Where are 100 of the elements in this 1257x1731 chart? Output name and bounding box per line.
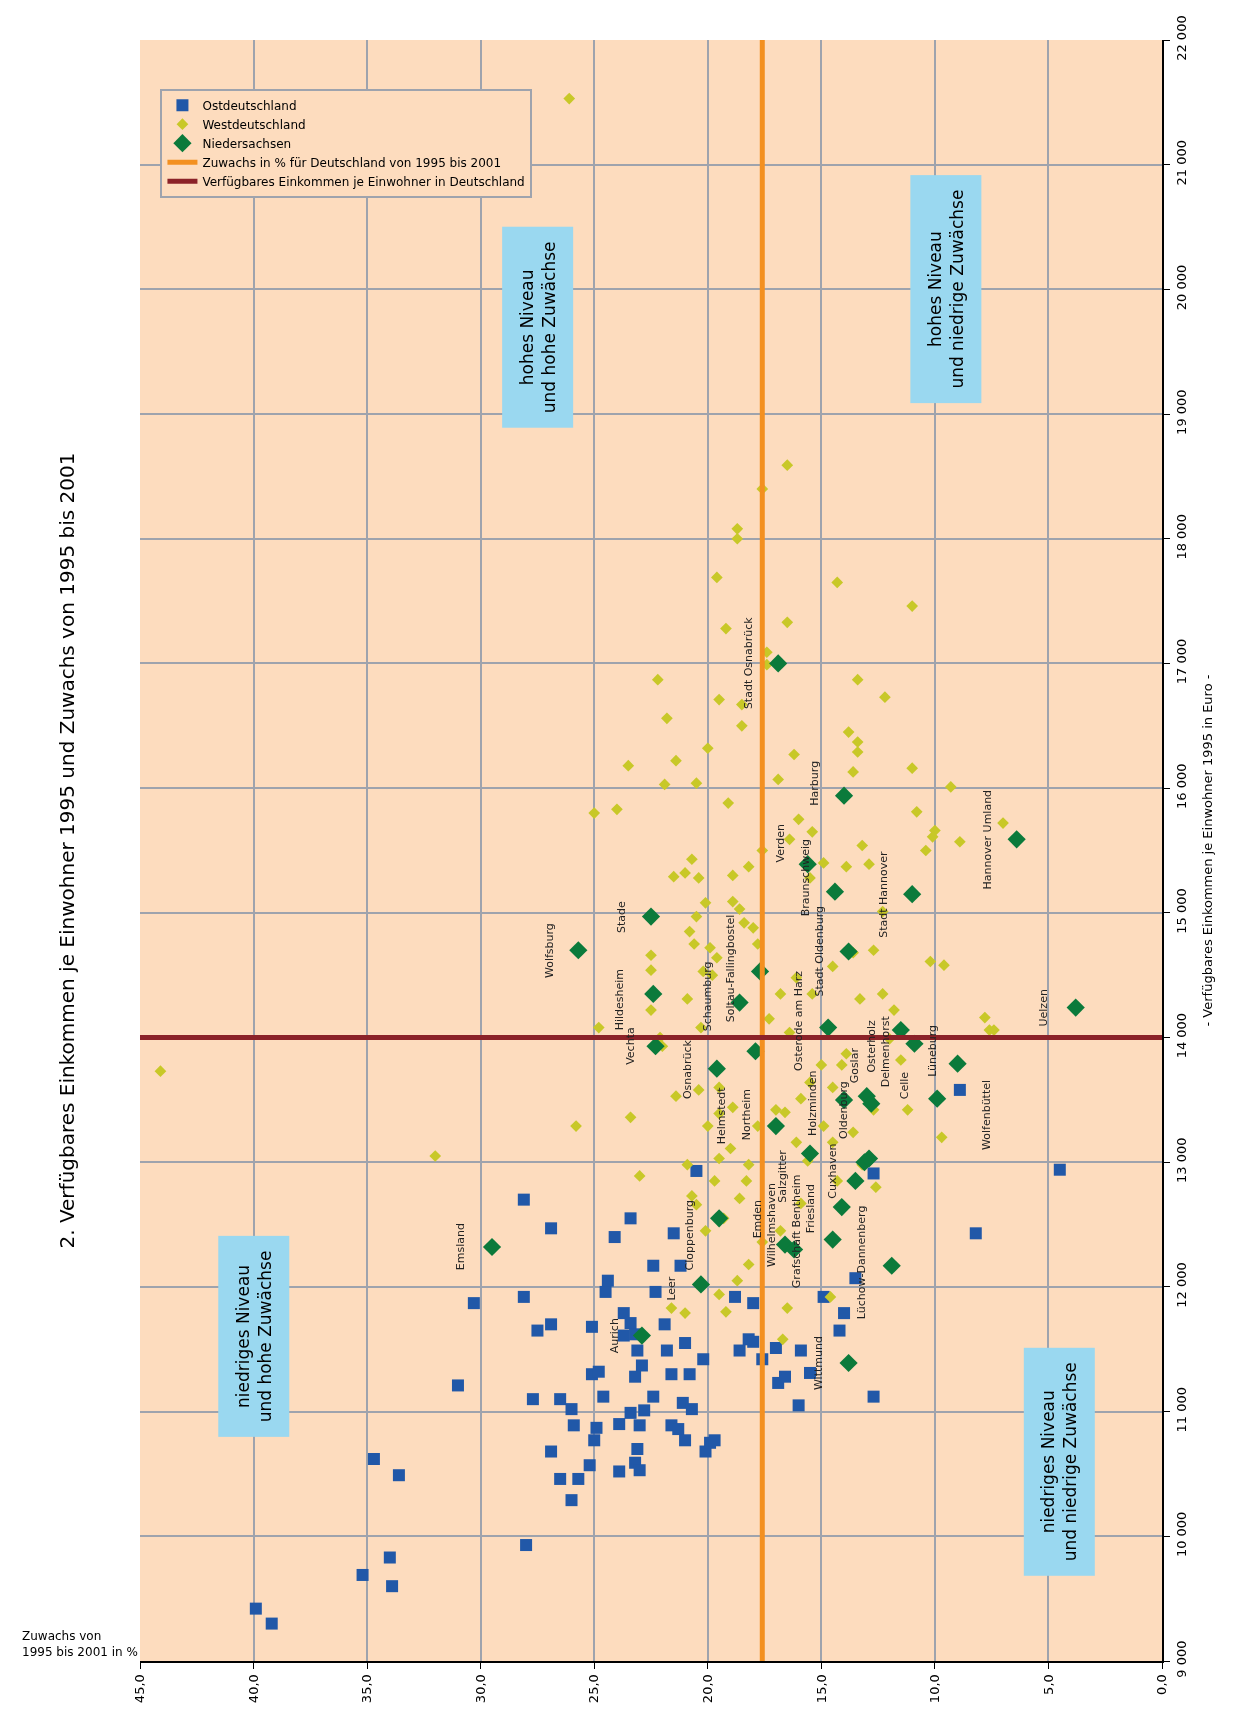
annotation: Wolfenbüttel — [980, 1079, 994, 1150]
annotation: Emden — [751, 1199, 765, 1239]
y-tick-label: 18 000 — [1173, 514, 1189, 560]
annotation: Cuxhaven — [825, 1143, 839, 1199]
point — [482, 1237, 502, 1257]
annotation: Cloppenburg — [682, 1199, 696, 1271]
point — [819, 1018, 838, 1037]
annotation: Osterode am Harz — [792, 970, 806, 1071]
x-tick-label: 45,0 — [132, 1674, 148, 1704]
annotation: Celle — [898, 1071, 912, 1100]
annotation: Grafschaft Bentheim — [789, 1174, 803, 1289]
point — [1007, 830, 1026, 849]
point — [707, 1059, 726, 1078]
y-tick-label: 19 000 — [1173, 389, 1189, 435]
x-tick-label: 25,0 — [586, 1674, 602, 1704]
annotation: Emsland — [454, 1223, 468, 1271]
y-tick-label: 13 000 — [1173, 1137, 1189, 1184]
annotation: Uelzen — [1037, 989, 1051, 1027]
annotation: Stade — [614, 901, 628, 934]
x-tick-label: 40,0 — [245, 1674, 261, 1704]
x-tick-label: 0,0 — [1154, 1674, 1170, 1695]
annotation: Stadt Hannover — [876, 851, 890, 938]
annotation: Hildesheim — [613, 968, 627, 1031]
y-tick-label: 17 000 — [1173, 638, 1189, 685]
legend-label: Verfügbares Einkommen je Einwohner in Deutschland — [202, 174, 525, 189]
annotation: Holzminden — [805, 1070, 819, 1136]
y-tick-label: 15 000 — [1173, 888, 1189, 934]
x-tick-label: 10,0 — [927, 1674, 943, 1704]
point — [641, 907, 661, 926]
legend-label: Westdeutschland — [202, 117, 306, 132]
y-tick-label: 14 000 — [1173, 1012, 1189, 1059]
annotation: Goslar — [848, 1047, 862, 1084]
legend-label: Niedersachsen — [202, 136, 292, 151]
annotation: Harburg — [808, 760, 822, 806]
point — [800, 1144, 820, 1163]
annotation: Vechta — [624, 1027, 638, 1065]
annotation: Braunschweig — [798, 839, 812, 917]
y-tick-label: 21 000 — [1173, 139, 1189, 186]
point — [882, 1256, 901, 1275]
y-tick-label: 20 000 — [1173, 264, 1189, 311]
y-tick-label: 10 000 — [1173, 1511, 1189, 1558]
annotation: Lüneburg — [926, 1024, 940, 1077]
annotation: hohes Niveau und hohe Zuwächse — [516, 241, 559, 414]
x-tick-label: 5,0 — [1040, 1674, 1056, 1695]
annotation: Salzgitter — [775, 1149, 789, 1203]
point — [766, 1116, 786, 1136]
legend-label: Ostdeutschland — [202, 98, 297, 113]
point — [859, 1149, 879, 1168]
point — [839, 1353, 858, 1373]
annotation: Delmenhorst — [878, 1015, 892, 1088]
y-tick-label: 16 000 — [1173, 763, 1189, 809]
text: 2. Verfügbares Einkommen je Einwohner 1995 und Zuwachs von 1995 bis 2001 — [54, 452, 79, 1249]
x-tick-label: 30,0 — [472, 1674, 488, 1704]
point — [839, 942, 858, 961]
point — [710, 1209, 729, 1228]
annotation: Wittmund — [812, 1336, 826, 1391]
x-axis-title: Zuwachs von 1995 bis 2001 in % — [22, 1629, 138, 1659]
annotation: Northeim — [739, 1088, 753, 1141]
annotation: niedriges Niveau und hohe Zuwächse — [232, 1250, 275, 1423]
annotation: Stadt Osnabrück — [742, 616, 756, 710]
x-tick-label: 35,0 — [359, 1674, 375, 1704]
annotation: Verden — [774, 823, 788, 863]
y-axis-title: - Verfügbares Einkommen je Einwohner 1995 in Euro - — [1199, 674, 1215, 1027]
annotation: Oldenburg — [837, 1081, 851, 1139]
point — [903, 885, 922, 904]
annotation: hohes Niveau und niedrige Zuwächse — [924, 189, 967, 389]
y-tick-label: 11 000 — [1173, 1386, 1189, 1433]
point — [846, 1171, 865, 1191]
point — [825, 882, 845, 901]
annotation: Lüchow-Dannenberg — [855, 1205, 869, 1320]
point — [691, 1275, 711, 1294]
y-tick-label: 12 000 — [1173, 1262, 1189, 1308]
annotation: Soltau-Fallingbostel — [723, 914, 737, 1023]
annotation: niedriges Niveau und niedrige Zuwächse — [1038, 1362, 1081, 1562]
annotation: Schaumburg — [701, 961, 715, 1032]
annotation: Osterholz — [865, 1020, 879, 1073]
y-tick-label: 22 000 — [1173, 15, 1189, 61]
point — [928, 1089, 947, 1108]
point — [769, 654, 788, 673]
point — [644, 984, 663, 1003]
point — [823, 1230, 842, 1249]
point — [832, 1198, 851, 1217]
point — [632, 1326, 652, 1345]
point — [569, 941, 588, 960]
point — [948, 1054, 967, 1073]
point — [1066, 998, 1085, 1017]
annotation: Leer — [665, 1276, 679, 1301]
annotation: Helmstedt — [714, 1086, 728, 1145]
annotation: Stadt Oldenburg — [812, 906, 826, 997]
x-tick-label: 15,0 — [813, 1674, 829, 1704]
annotation: Hannover Umland — [980, 789, 994, 890]
annotation: Wolfsburg — [542, 923, 556, 979]
annotation: Wilhelmshaven — [764, 1182, 778, 1267]
y-tick-label: 9 000 — [1173, 1640, 1189, 1678]
annotation: Aurich — [608, 1318, 622, 1354]
legend-label: Zuwachs in % für Deutschland von 1995 bis 2001 — [202, 155, 502, 170]
point — [834, 786, 854, 805]
x-tick-label: 20,0 — [700, 1674, 716, 1704]
annotation: Osnabrück — [680, 1039, 694, 1100]
annotation: Friesland — [803, 1183, 817, 1234]
